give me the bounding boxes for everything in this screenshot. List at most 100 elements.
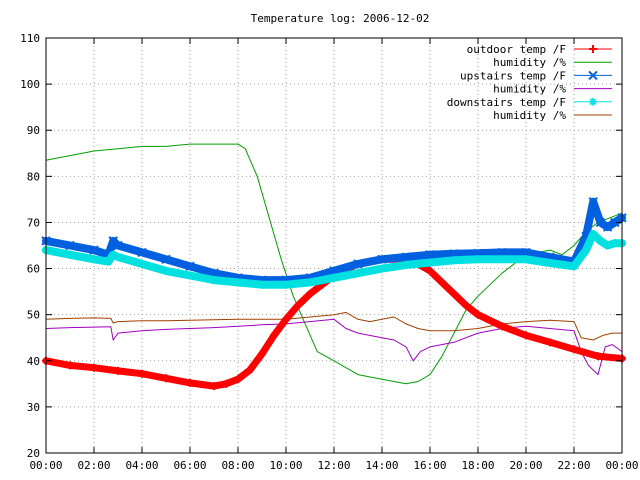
data-point	[138, 369, 146, 378]
series-layer	[41, 143, 627, 391]
data-point	[425, 250, 435, 260]
x-tick-label: 04:00	[125, 459, 158, 472]
data-point	[306, 278, 314, 287]
axes: 20 30 40 50 60 70 80 90 100 110 00:00 02:00 04:00 06:…	[20, 32, 638, 472]
series-line	[45, 311, 623, 341]
data-point	[270, 331, 278, 340]
data-point	[377, 254, 387, 265]
data-point	[353, 259, 363, 269]
data-point	[234, 375, 242, 384]
data-point	[222, 379, 230, 388]
data-point	[589, 45, 597, 53]
data-point	[521, 247, 531, 258]
data-point	[401, 252, 411, 262]
x-tick-label: 00:00	[605, 459, 638, 472]
data-point	[610, 217, 620, 228]
data-point	[210, 276, 218, 285]
data-point	[596, 236, 605, 245]
data-point	[186, 271, 194, 280]
data-point	[546, 259, 554, 268]
data-point	[450, 289, 458, 298]
data-point	[610, 239, 619, 248]
data-point	[137, 247, 147, 258]
data-point	[210, 382, 218, 391]
data-point	[113, 240, 123, 251]
data-point	[185, 261, 195, 271]
data-point	[258, 349, 266, 358]
data-point	[162, 374, 170, 383]
series-line	[45, 318, 623, 376]
x-tick-label: 22:00	[557, 459, 590, 472]
data-point	[522, 331, 530, 340]
series-0	[42, 255, 626, 391]
x-tick-label: 02:00	[77, 459, 110, 472]
data-point	[66, 361, 74, 370]
series-4	[42, 229, 626, 289]
y-tick-label: 40	[27, 355, 40, 368]
data-point	[570, 262, 578, 271]
legend-label: humidity /%	[493, 56, 566, 69]
legend-label: humidity /%	[493, 109, 566, 122]
data-point	[114, 366, 122, 375]
data-point	[595, 217, 606, 228]
data-point	[282, 315, 290, 324]
data-point	[246, 366, 254, 374]
legend-label: humidity /%	[493, 83, 566, 96]
data-point	[462, 301, 470, 310]
y-tick-label: 60	[27, 263, 40, 276]
data-point	[474, 310, 482, 319]
x-tick-label: 16:00	[413, 459, 446, 472]
data-point	[109, 250, 118, 259]
data-point	[522, 255, 530, 264]
plot-border	[45, 37, 623, 454]
data-point	[474, 255, 482, 264]
x-tick-label: 08:00	[221, 459, 254, 472]
data-point	[330, 273, 338, 282]
x-tick-label: 20:00	[509, 459, 542, 472]
data-point	[161, 254, 171, 265]
data-point	[104, 257, 113, 266]
data-point	[294, 301, 302, 310]
y-tick-label: 100	[20, 78, 40, 91]
chart-title: Temperature log: 2006-12-02	[251, 12, 430, 25]
data-point	[438, 278, 446, 287]
series-line	[45, 143, 623, 385]
data-point	[306, 289, 314, 298]
data-point	[89, 245, 99, 255]
data-point	[90, 363, 98, 372]
data-point	[570, 345, 578, 354]
legend-label: downstairs temp /F	[447, 96, 566, 109]
data-point	[282, 280, 290, 289]
x-tick-label: 18:00	[461, 459, 494, 472]
legend-label: upstairs temp /F	[460, 69, 566, 82]
y-tick-label: 20	[27, 447, 40, 460]
y-tick-label: 70	[27, 216, 40, 229]
data-point	[602, 222, 613, 232]
data-point	[426, 258, 434, 267]
series-5	[45, 311, 623, 341]
data-point	[138, 259, 146, 268]
x-tick-label: 12:00	[317, 459, 350, 472]
data-point	[65, 240, 75, 251]
data-point	[588, 196, 598, 207]
legend-label: outdoor temp /F	[467, 43, 566, 56]
data-point	[582, 246, 590, 255]
data-point	[589, 97, 597, 106]
data-point	[378, 264, 386, 273]
y-tick-label: 30	[27, 401, 40, 414]
data-point	[162, 266, 170, 275]
data-point	[402, 260, 410, 269]
y-tick-label: 50	[27, 309, 40, 322]
data-point	[258, 280, 266, 289]
x-tick-label: 06:00	[173, 459, 206, 472]
data-point	[90, 255, 98, 264]
data-point	[498, 255, 506, 264]
data-point	[450, 256, 458, 265]
data-point	[588, 70, 598, 81]
data-point	[114, 253, 122, 262]
data-point	[497, 247, 507, 258]
y-tick-label: 110	[20, 32, 40, 45]
